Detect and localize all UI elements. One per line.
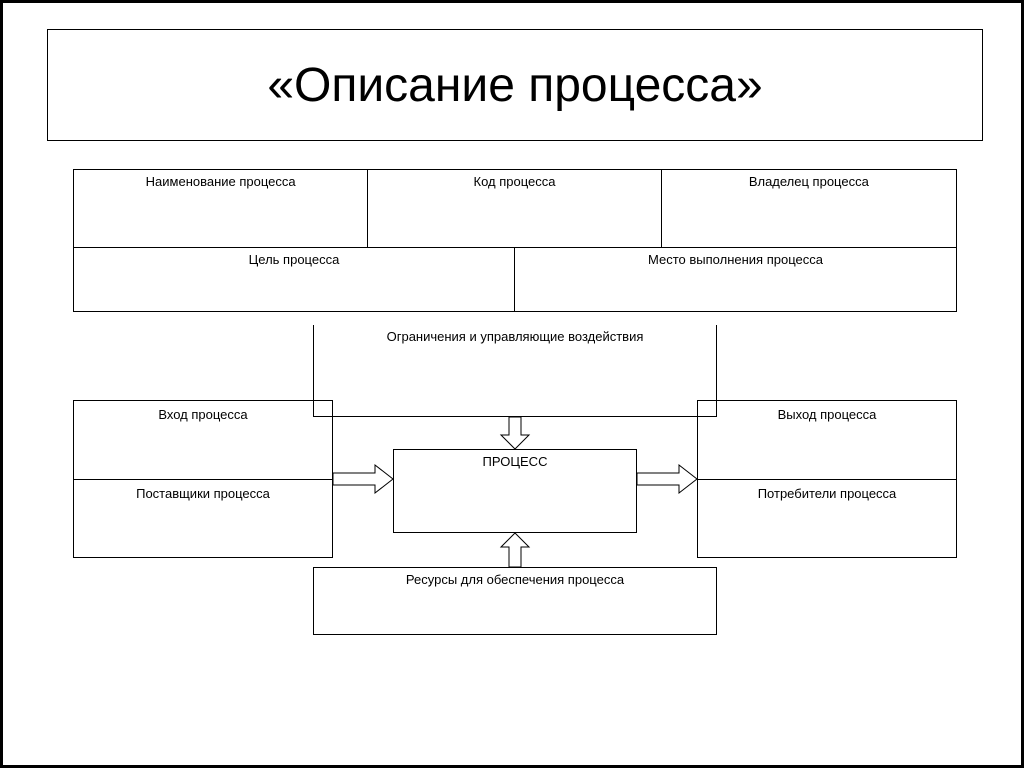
cell-process-goal: Цель процесса xyxy=(74,248,515,311)
cell-output: Выход процесса xyxy=(698,401,956,480)
header-table: Наименование процесса Код процесса Владе… xyxy=(73,169,957,312)
constraints-box: Ограничения и управляющие воздействия xyxy=(313,325,717,417)
page-frame: «Описание процесса» Наименование процесс… xyxy=(0,0,1024,768)
arrow-down-icon xyxy=(501,417,529,449)
arrow-right-left-icon xyxy=(333,465,393,493)
diagram-title: «Описание процесса» xyxy=(47,29,983,141)
header-row-2: Цель процесса Место выполнения процесса xyxy=(74,248,956,312)
resources-box: Ресурсы для обеспечения процесса xyxy=(313,567,717,635)
cell-process-owner: Владелец процесса xyxy=(662,170,956,248)
cell-input: Вход процесса xyxy=(74,401,332,480)
cell-suppliers: Поставщики процесса xyxy=(74,480,332,559)
title-text: «Описание процесса» xyxy=(267,58,762,113)
left-panel: Вход процесса Поставщики процесса xyxy=(73,400,333,558)
right-panel: Выход процесса Потребители процесса xyxy=(697,400,957,558)
arrow-right-right-icon xyxy=(637,465,697,493)
cell-process-name: Наименование процесса xyxy=(74,170,368,248)
process-box: ПРОЦЕСС xyxy=(393,449,637,533)
cell-consumers: Потребители процесса xyxy=(698,480,956,559)
cell-process-code: Код процесса xyxy=(368,170,661,248)
cell-process-place: Место выполнения процесса xyxy=(515,248,956,311)
arrow-up-icon xyxy=(501,533,529,567)
header-row-1: Наименование процесса Код процесса Владе… xyxy=(74,170,956,248)
